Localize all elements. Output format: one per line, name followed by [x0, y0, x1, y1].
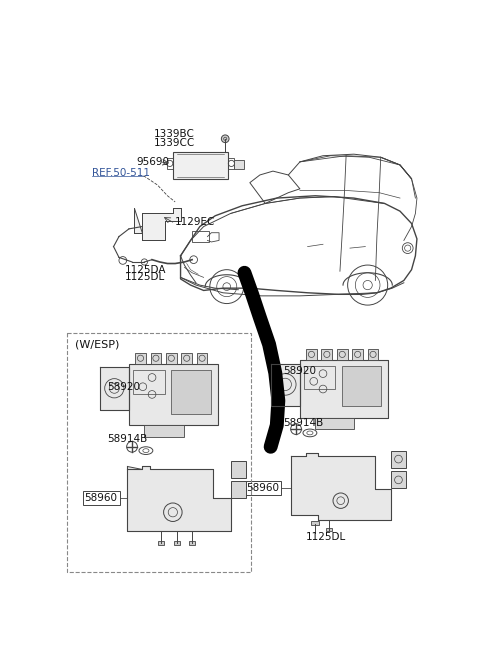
Bar — [67, 333, 251, 571]
Bar — [171, 370, 211, 415]
Bar — [322, 349, 332, 359]
Bar — [181, 353, 192, 363]
Bar — [391, 451, 406, 468]
Text: 58920: 58920 — [108, 382, 140, 392]
Text: 1339CC: 1339CC — [154, 138, 195, 148]
Bar — [151, 353, 161, 363]
Text: 58920: 58920 — [283, 366, 316, 377]
Polygon shape — [291, 453, 391, 520]
Polygon shape — [127, 466, 230, 531]
Bar — [133, 370, 165, 394]
Text: 1339BC: 1339BC — [154, 129, 194, 139]
Bar — [337, 349, 348, 359]
Bar — [368, 349, 378, 359]
Text: 95690: 95690 — [137, 157, 169, 167]
Polygon shape — [300, 359, 388, 417]
Bar — [129, 363, 217, 425]
Bar — [230, 461, 246, 478]
Bar — [192, 231, 209, 242]
Bar — [174, 541, 180, 544]
Bar — [391, 472, 406, 488]
Bar — [83, 491, 120, 504]
Bar — [304, 366, 335, 389]
Bar — [234, 159, 244, 169]
Text: 58960: 58960 — [246, 483, 279, 493]
Text: 1129EC: 1129EC — [175, 217, 216, 227]
Bar — [197, 353, 207, 363]
Bar — [244, 481, 281, 495]
Bar — [135, 353, 146, 363]
Text: REF.50-511: REF.50-511 — [92, 169, 150, 178]
Bar — [189, 541, 195, 544]
Text: 58914B: 58914B — [108, 434, 148, 444]
Bar — [306, 349, 317, 359]
Bar — [300, 359, 388, 417]
Text: 58914B: 58914B — [283, 418, 323, 428]
Bar — [173, 152, 228, 179]
Bar — [167, 158, 173, 169]
Bar — [230, 482, 246, 499]
Bar — [228, 158, 234, 169]
Text: (W/ESP): (W/ESP) — [75, 339, 120, 350]
Polygon shape — [134, 208, 180, 240]
Text: 1125DA: 1125DA — [124, 264, 166, 275]
Bar — [144, 425, 184, 437]
Polygon shape — [271, 363, 300, 406]
Text: 1125DL: 1125DL — [124, 272, 165, 282]
Text: 1125DL: 1125DL — [306, 532, 346, 542]
Polygon shape — [100, 367, 129, 410]
Bar — [158, 541, 164, 544]
Bar — [326, 527, 332, 531]
Text: 58960: 58960 — [84, 493, 117, 502]
Bar — [166, 353, 177, 363]
Bar — [342, 366, 381, 406]
Bar — [352, 349, 363, 359]
Bar — [312, 522, 319, 525]
Bar — [315, 417, 354, 429]
Circle shape — [221, 135, 229, 142]
